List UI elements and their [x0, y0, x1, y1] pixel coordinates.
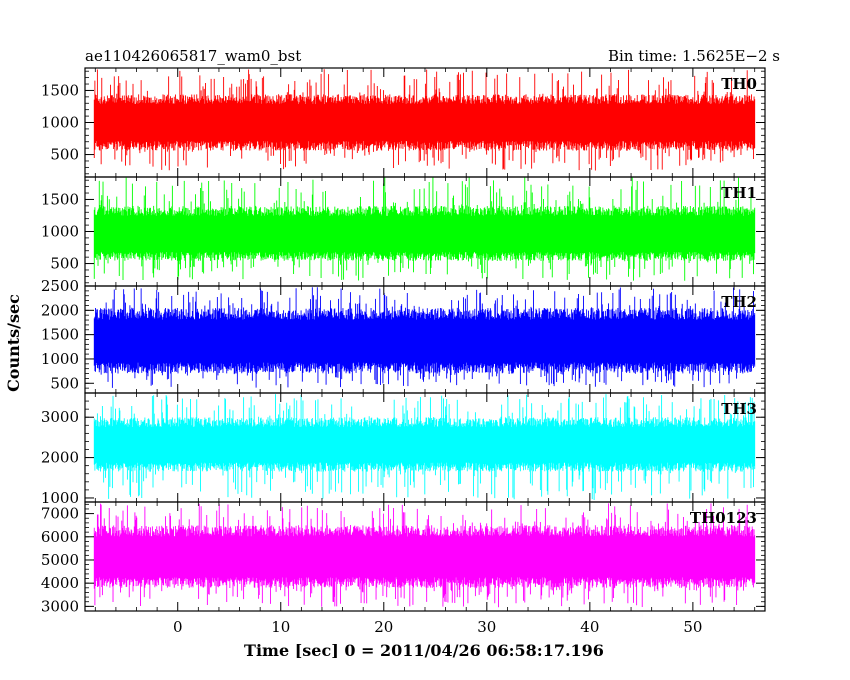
x-tick-label: 50 [683, 618, 702, 636]
panel-label-th2: TH2 [721, 293, 757, 311]
y-tick-label: 2000 [41, 449, 79, 467]
y-tick-label: 500 [50, 146, 79, 164]
y-tick-label: 3000 [41, 408, 79, 426]
panel-th3: 1000 2000 3000 TH3 [41, 392, 766, 507]
series-th2-core [94, 319, 755, 363]
panel-label-th1: TH1 [721, 184, 757, 202]
panel-label-th0: TH0 [721, 75, 757, 93]
panel-label-th3: TH3 [721, 400, 757, 418]
x-tick-label: 10 [271, 618, 290, 636]
y-tick-label: 1500 [41, 326, 79, 344]
y-tick-label: 500 [50, 255, 79, 273]
y-tick-label: 1000 [41, 350, 79, 368]
x-tick-label: 20 [374, 618, 393, 636]
panel-th1: 500 1000 1500 TH1 [41, 176, 766, 287]
y-tick-label: 5000 [41, 551, 79, 569]
series-th3-core [94, 427, 755, 463]
y-tick-label: 500 [50, 374, 79, 392]
y-tick-label: 1500 [41, 81, 79, 99]
y-tick-label: 1000 [41, 114, 79, 132]
header-right-bin-time: Bin time: 1.5625E−2 s [608, 47, 780, 65]
header-left-title: ae110426065817_wam0_bst [85, 47, 301, 65]
panel-th2: 500 1000 1500 2000 2500 TH2 [41, 277, 766, 394]
x-axis-title: Time [sec] 0 = 2011/04/26 06:58:17.196 [244, 641, 604, 660]
y-tick-label: 2500 [41, 277, 79, 295]
series-th0-core [94, 104, 755, 141]
panel-label-th0123: TH0123 [690, 509, 757, 527]
x-tick-label: 40 [580, 618, 599, 636]
series-th1-core [94, 215, 755, 252]
panel-th0123: 3000 4000 5000 6000 7000 TH0123 [41, 501, 766, 615]
x-tick-label: 30 [477, 618, 496, 636]
y-tick-label: 3000 [41, 597, 79, 615]
series-th0123-core [94, 536, 755, 578]
y-tick-label: 1500 [41, 190, 79, 208]
y-axis-title: Counts/sec [4, 294, 23, 392]
y-tick-label: 1000 [41, 223, 79, 241]
x-tick-label: 0 [173, 618, 183, 636]
y-tick-label: 6000 [41, 528, 79, 546]
y-tick-label: 7000 [41, 505, 79, 523]
panel-th0: 500 1000 1500 TH0 [41, 67, 766, 178]
y-tick-label: 1000 [41, 489, 79, 507]
y-tick-label: 4000 [41, 574, 79, 592]
y-tick-label: 2000 [41, 301, 79, 319]
